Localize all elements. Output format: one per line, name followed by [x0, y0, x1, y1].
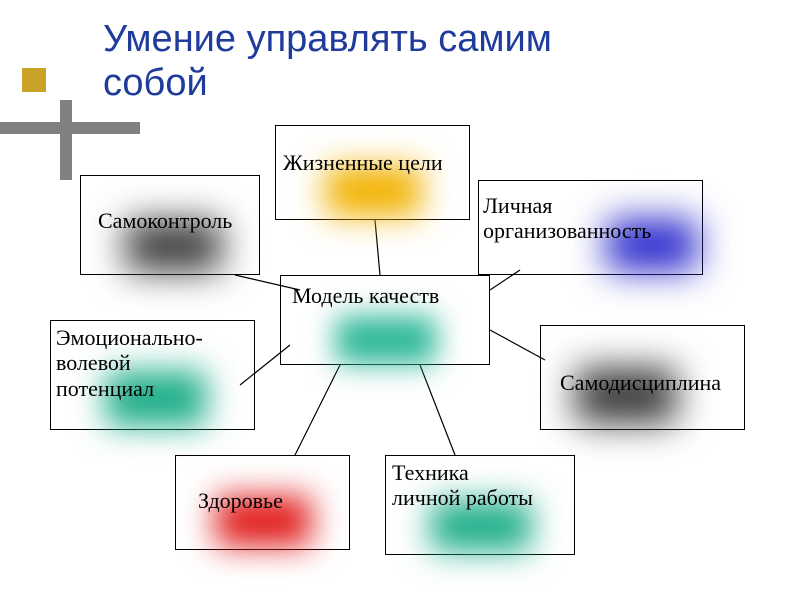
decor-gray-bar-v: [60, 100, 72, 180]
page-title: Умение управлять самим собой: [103, 18, 552, 105]
node-center: [280, 275, 490, 365]
node-emo: [50, 320, 255, 430]
swatch-center: [336, 316, 436, 364]
swatch-emo: [106, 371, 206, 426]
node-goals: [275, 125, 470, 220]
edge-center-health: [295, 365, 340, 455]
node-discipline: [540, 325, 745, 430]
decor-yellow-square: [22, 68, 46, 92]
node-health: [175, 455, 350, 550]
swatch-goals: [326, 166, 421, 216]
swatch-tech: [431, 501, 531, 551]
swatch-org: [607, 219, 697, 271]
diagram-canvas: Умение управлять самим собой Жизненные ц…: [0, 0, 800, 600]
node-selfcontrol: [80, 175, 260, 275]
edge-center-tech: [420, 365, 455, 455]
swatch-health: [216, 496, 311, 546]
edge-center-discipline: [490, 330, 545, 360]
edge-center-goals: [375, 220, 380, 275]
swatch-selfcontrol: [126, 221, 221, 271]
swatch-discipline: [576, 368, 676, 423]
node-org: [478, 180, 703, 275]
node-tech: [385, 455, 575, 555]
